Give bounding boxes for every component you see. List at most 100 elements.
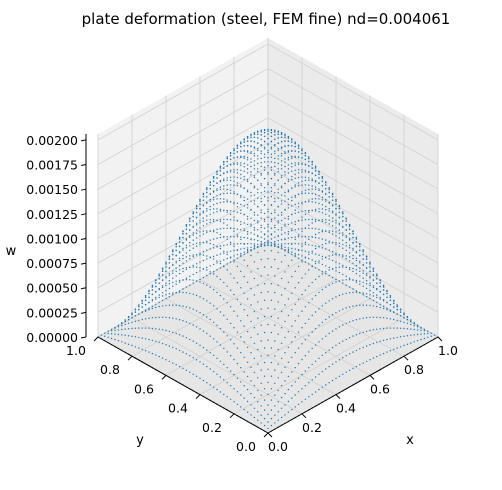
surface-point	[277, 206, 279, 208]
surface-point	[257, 239, 259, 242]
surface-point	[277, 158, 279, 160]
surface-point	[274, 197, 276, 200]
surface-point	[304, 235, 307, 238]
surface-point	[263, 233, 266, 235]
surface-point	[284, 249, 286, 252]
surface-point	[253, 416, 256, 419]
surface-point	[352, 257, 354, 260]
surface-point	[304, 201, 307, 203]
surface-point	[104, 332, 106, 334]
surface-point	[260, 308, 262, 310]
surface-point	[212, 220, 215, 223]
surface-point	[294, 229, 296, 231]
surface-point	[297, 182, 300, 184]
surface-point	[274, 134, 276, 136]
surface-point	[331, 225, 334, 227]
surface-point	[226, 227, 228, 229]
surface-point	[168, 293, 171, 295]
surface-point	[280, 164, 283, 166]
surface-point	[308, 382, 310, 384]
surface-point	[257, 389, 259, 392]
surface-point	[325, 221, 327, 224]
surface-point	[372, 285, 375, 287]
surface-point	[365, 345, 368, 347]
surface-point	[274, 275, 276, 277]
surface-point	[175, 275, 177, 277]
surface-point	[267, 223, 269, 226]
surface-point	[144, 296, 147, 299]
surface-point	[328, 188, 330, 191]
surface-point	[325, 368, 327, 370]
surface-point	[219, 278, 222, 280]
surface-point	[277, 377, 279, 379]
surface-point	[267, 393, 269, 396]
surface-point	[274, 244, 276, 246]
surface-point	[233, 373, 235, 376]
surface-point	[345, 322, 347, 325]
surface-point	[301, 219, 303, 221]
surface-point	[301, 243, 303, 245]
surface-point	[382, 293, 385, 296]
surface-point	[192, 213, 194, 215]
surface-point	[301, 249, 303, 252]
surface-point	[308, 251, 310, 253]
surface-point	[223, 218, 225, 221]
surface-point	[345, 229, 347, 231]
surface-point	[331, 210, 334, 212]
surface-point	[250, 195, 252, 197]
surface-point	[263, 424, 266, 427]
y-tick-mark	[127, 355, 133, 361]
surface-point	[396, 336, 398, 339]
surface-point	[270, 148, 273, 150]
surface-point	[202, 298, 205, 300]
surface-point	[280, 194, 283, 196]
surface-point	[155, 296, 157, 299]
surface-point	[182, 288, 184, 290]
surface-point	[297, 282, 300, 284]
surface-point	[284, 158, 286, 160]
surface-point	[301, 191, 303, 193]
surface-point	[280, 384, 283, 387]
surface-point	[352, 367, 354, 370]
surface-point	[246, 215, 249, 218]
surface-point	[365, 293, 368, 295]
surface-point	[318, 182, 320, 184]
surface-point	[257, 317, 259, 319]
surface-point	[250, 254, 252, 257]
surface-point	[304, 398, 307, 400]
surface-point	[287, 218, 290, 220]
surface-point	[345, 245, 347, 247]
surface-point	[219, 165, 222, 168]
surface-point	[263, 190, 266, 192]
surface-point	[365, 280, 368, 282]
surface-point	[267, 235, 269, 238]
surface-point	[284, 191, 286, 194]
surface-point	[321, 191, 324, 193]
surface-point	[365, 262, 368, 264]
surface-point	[226, 165, 228, 167]
surface-point	[386, 290, 388, 293]
surface-point	[311, 172, 313, 174]
surface-point	[287, 346, 290, 348]
surface-point	[311, 281, 313, 284]
surface-point	[243, 170, 245, 172]
surface-point	[267, 404, 269, 406]
surface-point	[236, 243, 239, 245]
surface-point	[423, 337, 426, 340]
surface-point	[274, 162, 276, 164]
surface-point	[110, 330, 113, 332]
surface-point	[212, 386, 215, 388]
surface-point	[318, 388, 320, 391]
surface-point	[399, 346, 402, 348]
surface-point	[314, 245, 317, 247]
surface-point	[365, 287, 368, 290]
surface-point	[121, 328, 123, 331]
surface-point	[379, 279, 381, 282]
y-tick-label: 0.0	[236, 439, 256, 454]
surface-point	[192, 264, 194, 267]
surface-point	[209, 272, 211, 275]
surface-point	[229, 339, 232, 341]
surface-point	[243, 309, 245, 311]
surface-point	[287, 265, 290, 267]
surface-point	[291, 385, 293, 387]
